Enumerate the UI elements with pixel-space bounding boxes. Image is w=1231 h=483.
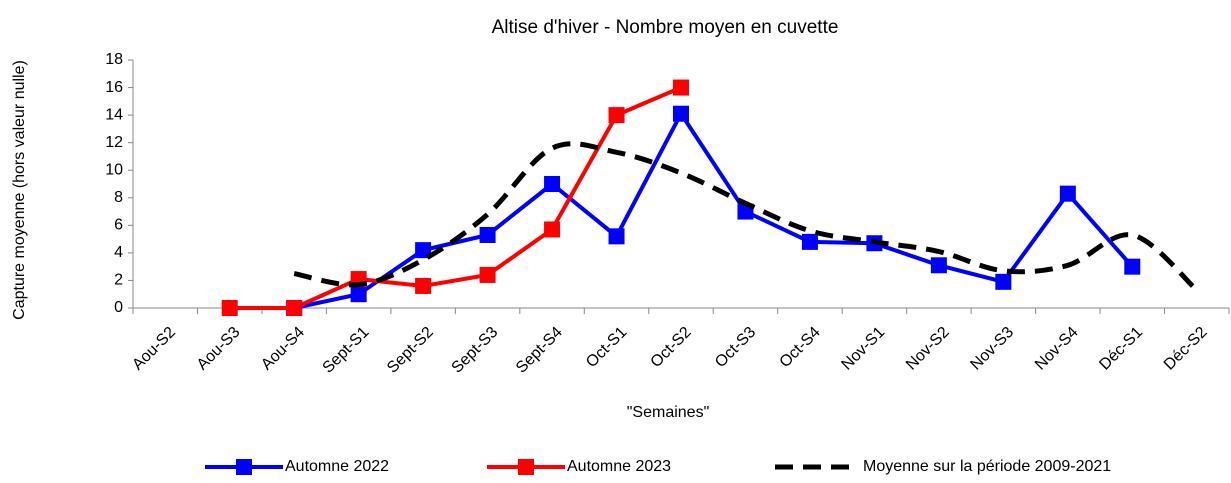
y-tick-label: 2	[114, 272, 123, 289]
x-tick-label: Nov-S2	[903, 324, 953, 374]
y-tick-label: 8	[114, 189, 123, 206]
x-tick-label: Oct-S2	[648, 324, 695, 371]
marker	[608, 228, 625, 245]
legend-label: Automne 2022	[285, 458, 389, 475]
legend-label: Automne 2023	[567, 458, 671, 475]
x-tick-label: Sept-S4	[513, 324, 566, 377]
x-tick-label: Déc-S1	[1096, 324, 1146, 374]
y-tick-label: 0	[114, 299, 123, 316]
marker	[930, 257, 947, 274]
legend-marker	[518, 459, 534, 475]
x-tick-label: Nov-S4	[1032, 324, 1082, 374]
legend-marker	[236, 459, 252, 475]
x-tick-label: Nov-S3	[967, 324, 1017, 374]
x-tick-label: Sept-S1	[320, 324, 373, 377]
series-line	[229, 85, 682, 310]
marker	[350, 286, 367, 303]
marker	[673, 105, 689, 122]
marker	[544, 221, 561, 238]
y-tick-label: 6	[114, 217, 123, 234]
x-tick-label: Sept-S3	[448, 324, 501, 377]
marker	[415, 277, 432, 294]
x-tick-label: Aou-S4	[258, 324, 308, 374]
x-tick-label: Oct-S4	[777, 324, 824, 371]
y-tick-label: 10	[105, 161, 123, 178]
y-tick-label: 18	[105, 51, 123, 68]
x-tick-label: Nov-S1	[838, 324, 888, 374]
marker	[479, 266, 496, 283]
y-tick-label: 12	[105, 134, 123, 151]
x-tick-label: Déc-S2	[1161, 324, 1211, 374]
x-tick-label: Oct-S1	[583, 324, 630, 371]
x-tick-label: Sept-S2	[384, 324, 437, 377]
x-tick-label: Aou-S2	[129, 324, 179, 374]
marker	[995, 273, 1012, 290]
chart-title: Altise d'hiver - Nombre moyen en cuvette	[492, 17, 839, 38]
marker	[608, 107, 625, 124]
marker	[479, 226, 496, 243]
marker	[801, 233, 818, 250]
x-tick-label: Oct-S3	[712, 324, 759, 371]
y-axis-title: Capture moyenne (hors valeur nulle)	[11, 60, 28, 320]
legend-label: Moyenne sur la période 2009-2021	[863, 458, 1111, 475]
series-line	[293, 109, 1134, 310]
series-line	[293, 141, 1199, 292]
marker	[1059, 185, 1076, 202]
y-tick-label: 16	[105, 79, 123, 96]
y-tick-label: 14	[105, 106, 123, 123]
marker	[286, 300, 303, 316]
marker	[221, 300, 238, 316]
marker	[415, 242, 432, 259]
marker	[544, 176, 561, 192]
x-axis-title: "Semaines"	[627, 404, 710, 421]
marker	[673, 79, 689, 96]
marker	[1124, 258, 1141, 275]
x-tick-label: Aou-S3	[194, 324, 244, 374]
y-tick-label: 4	[114, 244, 123, 261]
